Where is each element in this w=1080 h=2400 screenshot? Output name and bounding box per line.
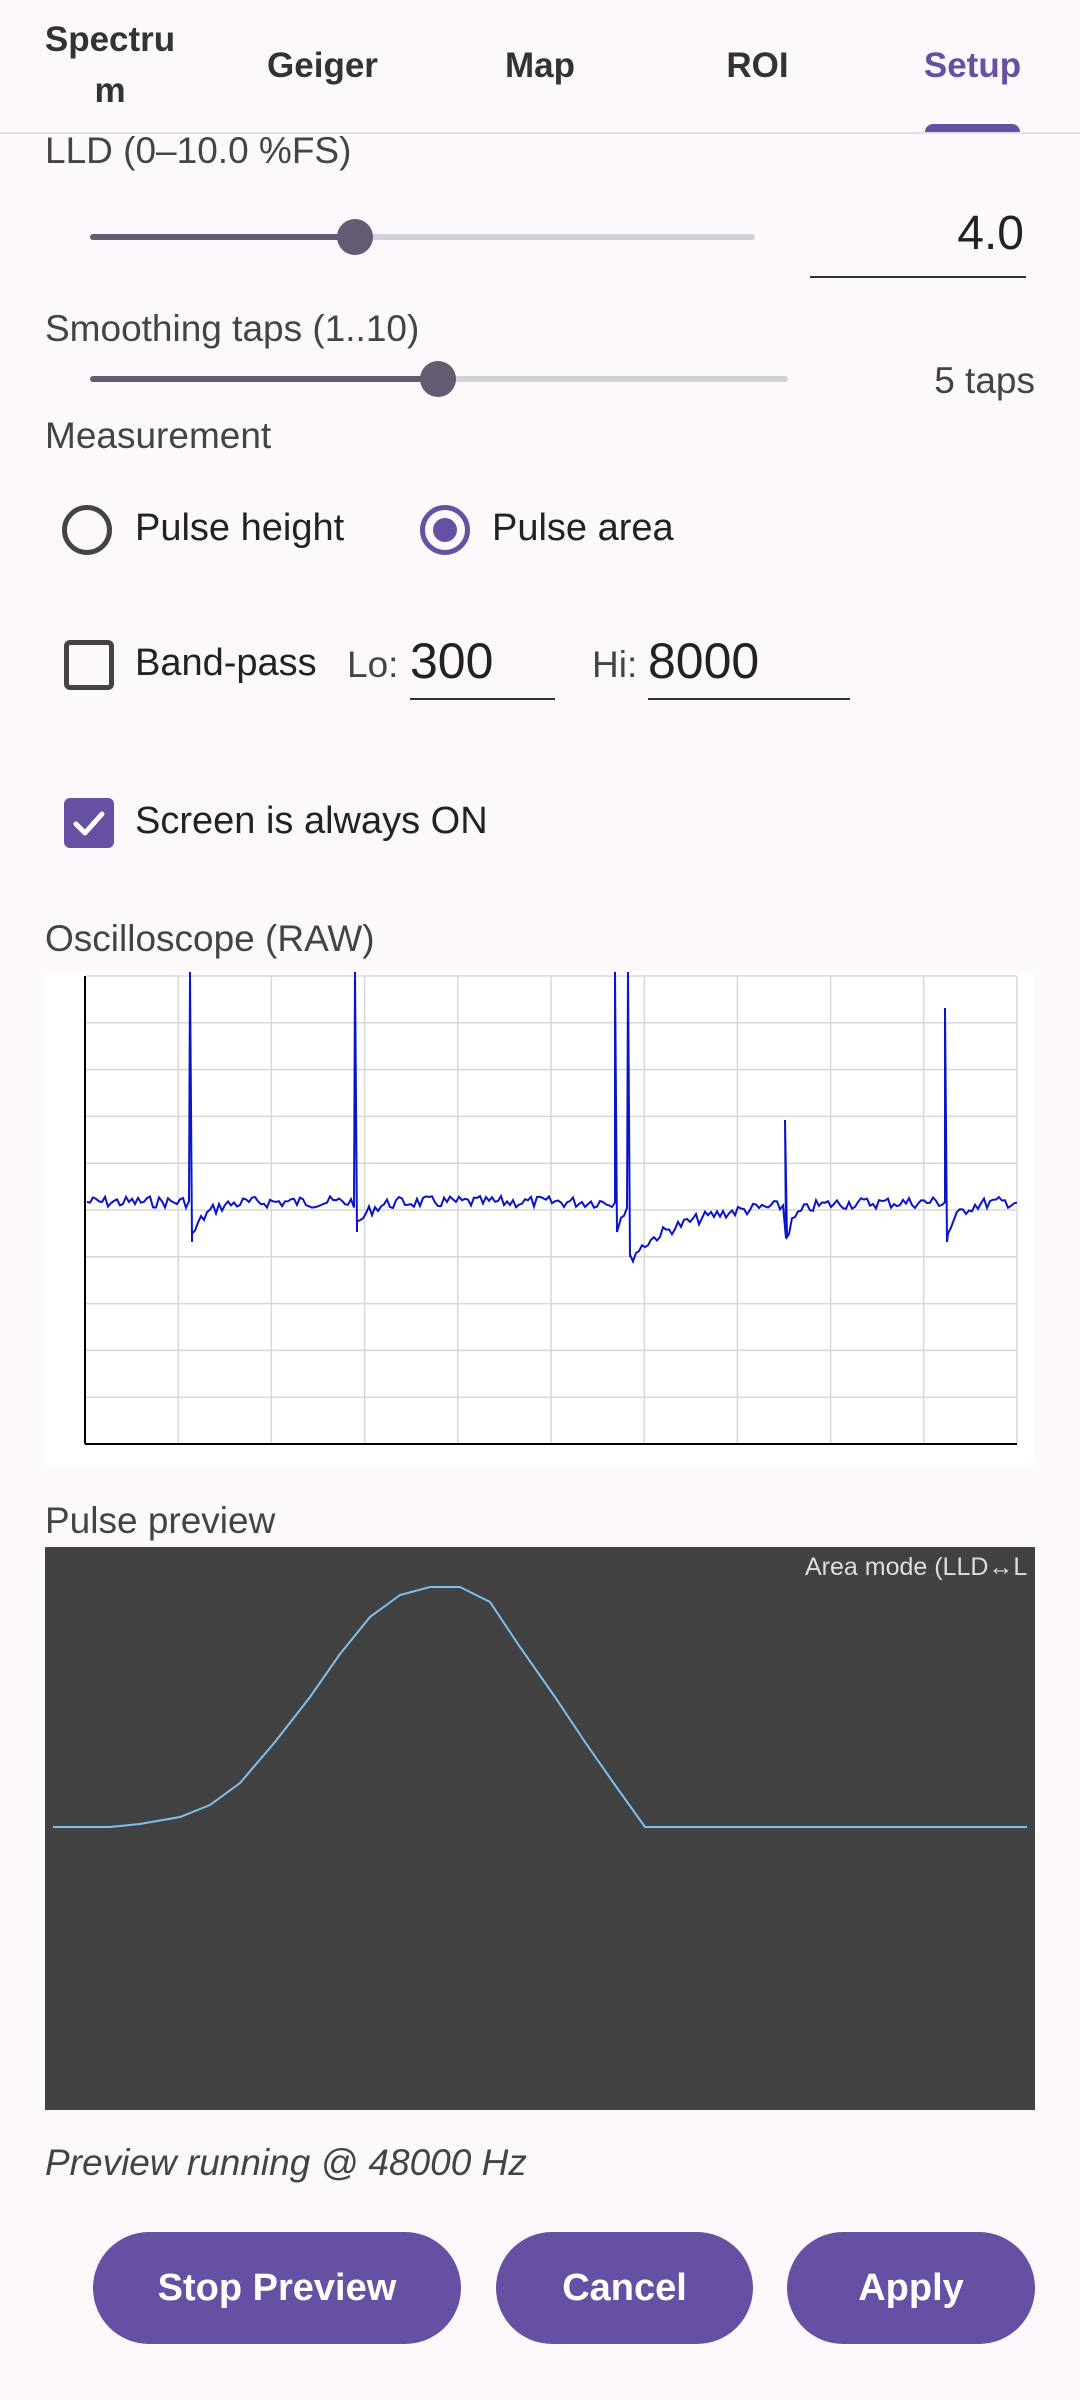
tab-bar: Spectru m Geiger Map ROI Setup bbox=[0, 0, 1080, 134]
tab-roi[interactable]: ROI bbox=[655, 0, 860, 132]
tab-roi-label: ROI bbox=[726, 45, 789, 85]
oscilloscope-title: Oscilloscope (RAW) bbox=[45, 918, 375, 959]
pulse-preview-annotation: Area mode (LLD↔L bbox=[805, 1553, 1028, 1581]
tab-indicator bbox=[925, 124, 1020, 132]
pulse-height-label[interactable]: Pulse height bbox=[135, 507, 345, 549]
pulse-preview-trace bbox=[53, 1586, 1027, 1828]
cancel-button[interactable]: Cancel bbox=[496, 2232, 753, 2344]
tab-geiger[interactable]: Geiger bbox=[220, 0, 425, 132]
screen-on-checkbox[interactable] bbox=[64, 798, 114, 848]
oscilloscope-trace bbox=[86, 971, 1018, 1265]
lld-slider-fill bbox=[90, 234, 355, 240]
smoothing-slider-thumb[interactable] bbox=[420, 361, 456, 397]
bandpass-hi-input[interactable]: 8000 bbox=[648, 632, 850, 700]
tab-spectrum-label: Spectru m bbox=[44, 20, 176, 110]
tab-spectrum[interactable]: Spectru m bbox=[10, 0, 210, 132]
tab-setup[interactable]: Setup bbox=[870, 0, 1075, 132]
lld-slider[interactable] bbox=[90, 234, 755, 240]
oscilloscope-plot bbox=[84, 971, 1018, 1445]
preview-status: Preview running @ 48000 Hz bbox=[45, 2142, 527, 2183]
lld-label: LLD (0–10.0 %FS) bbox=[45, 130, 352, 171]
tab-map-label: Map bbox=[505, 45, 575, 85]
pulse-preview-title: Pulse preview bbox=[45, 1500, 276, 1541]
bandpass-label[interactable]: Band-pass bbox=[135, 642, 317, 684]
pulse-area-radio[interactable] bbox=[420, 505, 470, 555]
screen-on-label[interactable]: Screen is always ON bbox=[135, 800, 488, 842]
smoothing-slider-fill bbox=[90, 376, 438, 382]
bandpass-hi-label: Hi: bbox=[592, 644, 638, 685]
check-icon bbox=[73, 811, 105, 836]
smoothing-label: Smoothing taps (1..10) bbox=[45, 308, 420, 349]
bandpass-lo-input[interactable]: 300 bbox=[410, 632, 555, 700]
measurement-label: Measurement bbox=[45, 415, 272, 456]
pulse-preview-panel: Area mode (LLD↔L bbox=[45, 1547, 1035, 2110]
smoothing-value: 5 taps bbox=[934, 360, 1035, 401]
tab-setup-label: Setup bbox=[923, 45, 1022, 85]
pulse-height-radio[interactable] bbox=[62, 505, 112, 555]
lld-slider-thumb[interactable] bbox=[337, 219, 373, 255]
oscilloscope-panel bbox=[45, 971, 1035, 1467]
pulse-preview-plot bbox=[53, 1586, 1027, 1828]
pulse-area-label[interactable]: Pulse area bbox=[492, 507, 674, 549]
bandpass-checkbox[interactable] bbox=[64, 640, 114, 690]
tab-geiger-label: Geiger bbox=[267, 45, 378, 85]
lld-value-field[interactable]: 4.0 bbox=[810, 206, 1026, 278]
apply-button[interactable]: Apply bbox=[787, 2232, 1035, 2344]
bandpass-lo-label: Lo: bbox=[347, 644, 399, 685]
stop-preview-button[interactable]: Stop Preview bbox=[93, 2232, 461, 2344]
tab-map[interactable]: Map bbox=[440, 0, 640, 132]
